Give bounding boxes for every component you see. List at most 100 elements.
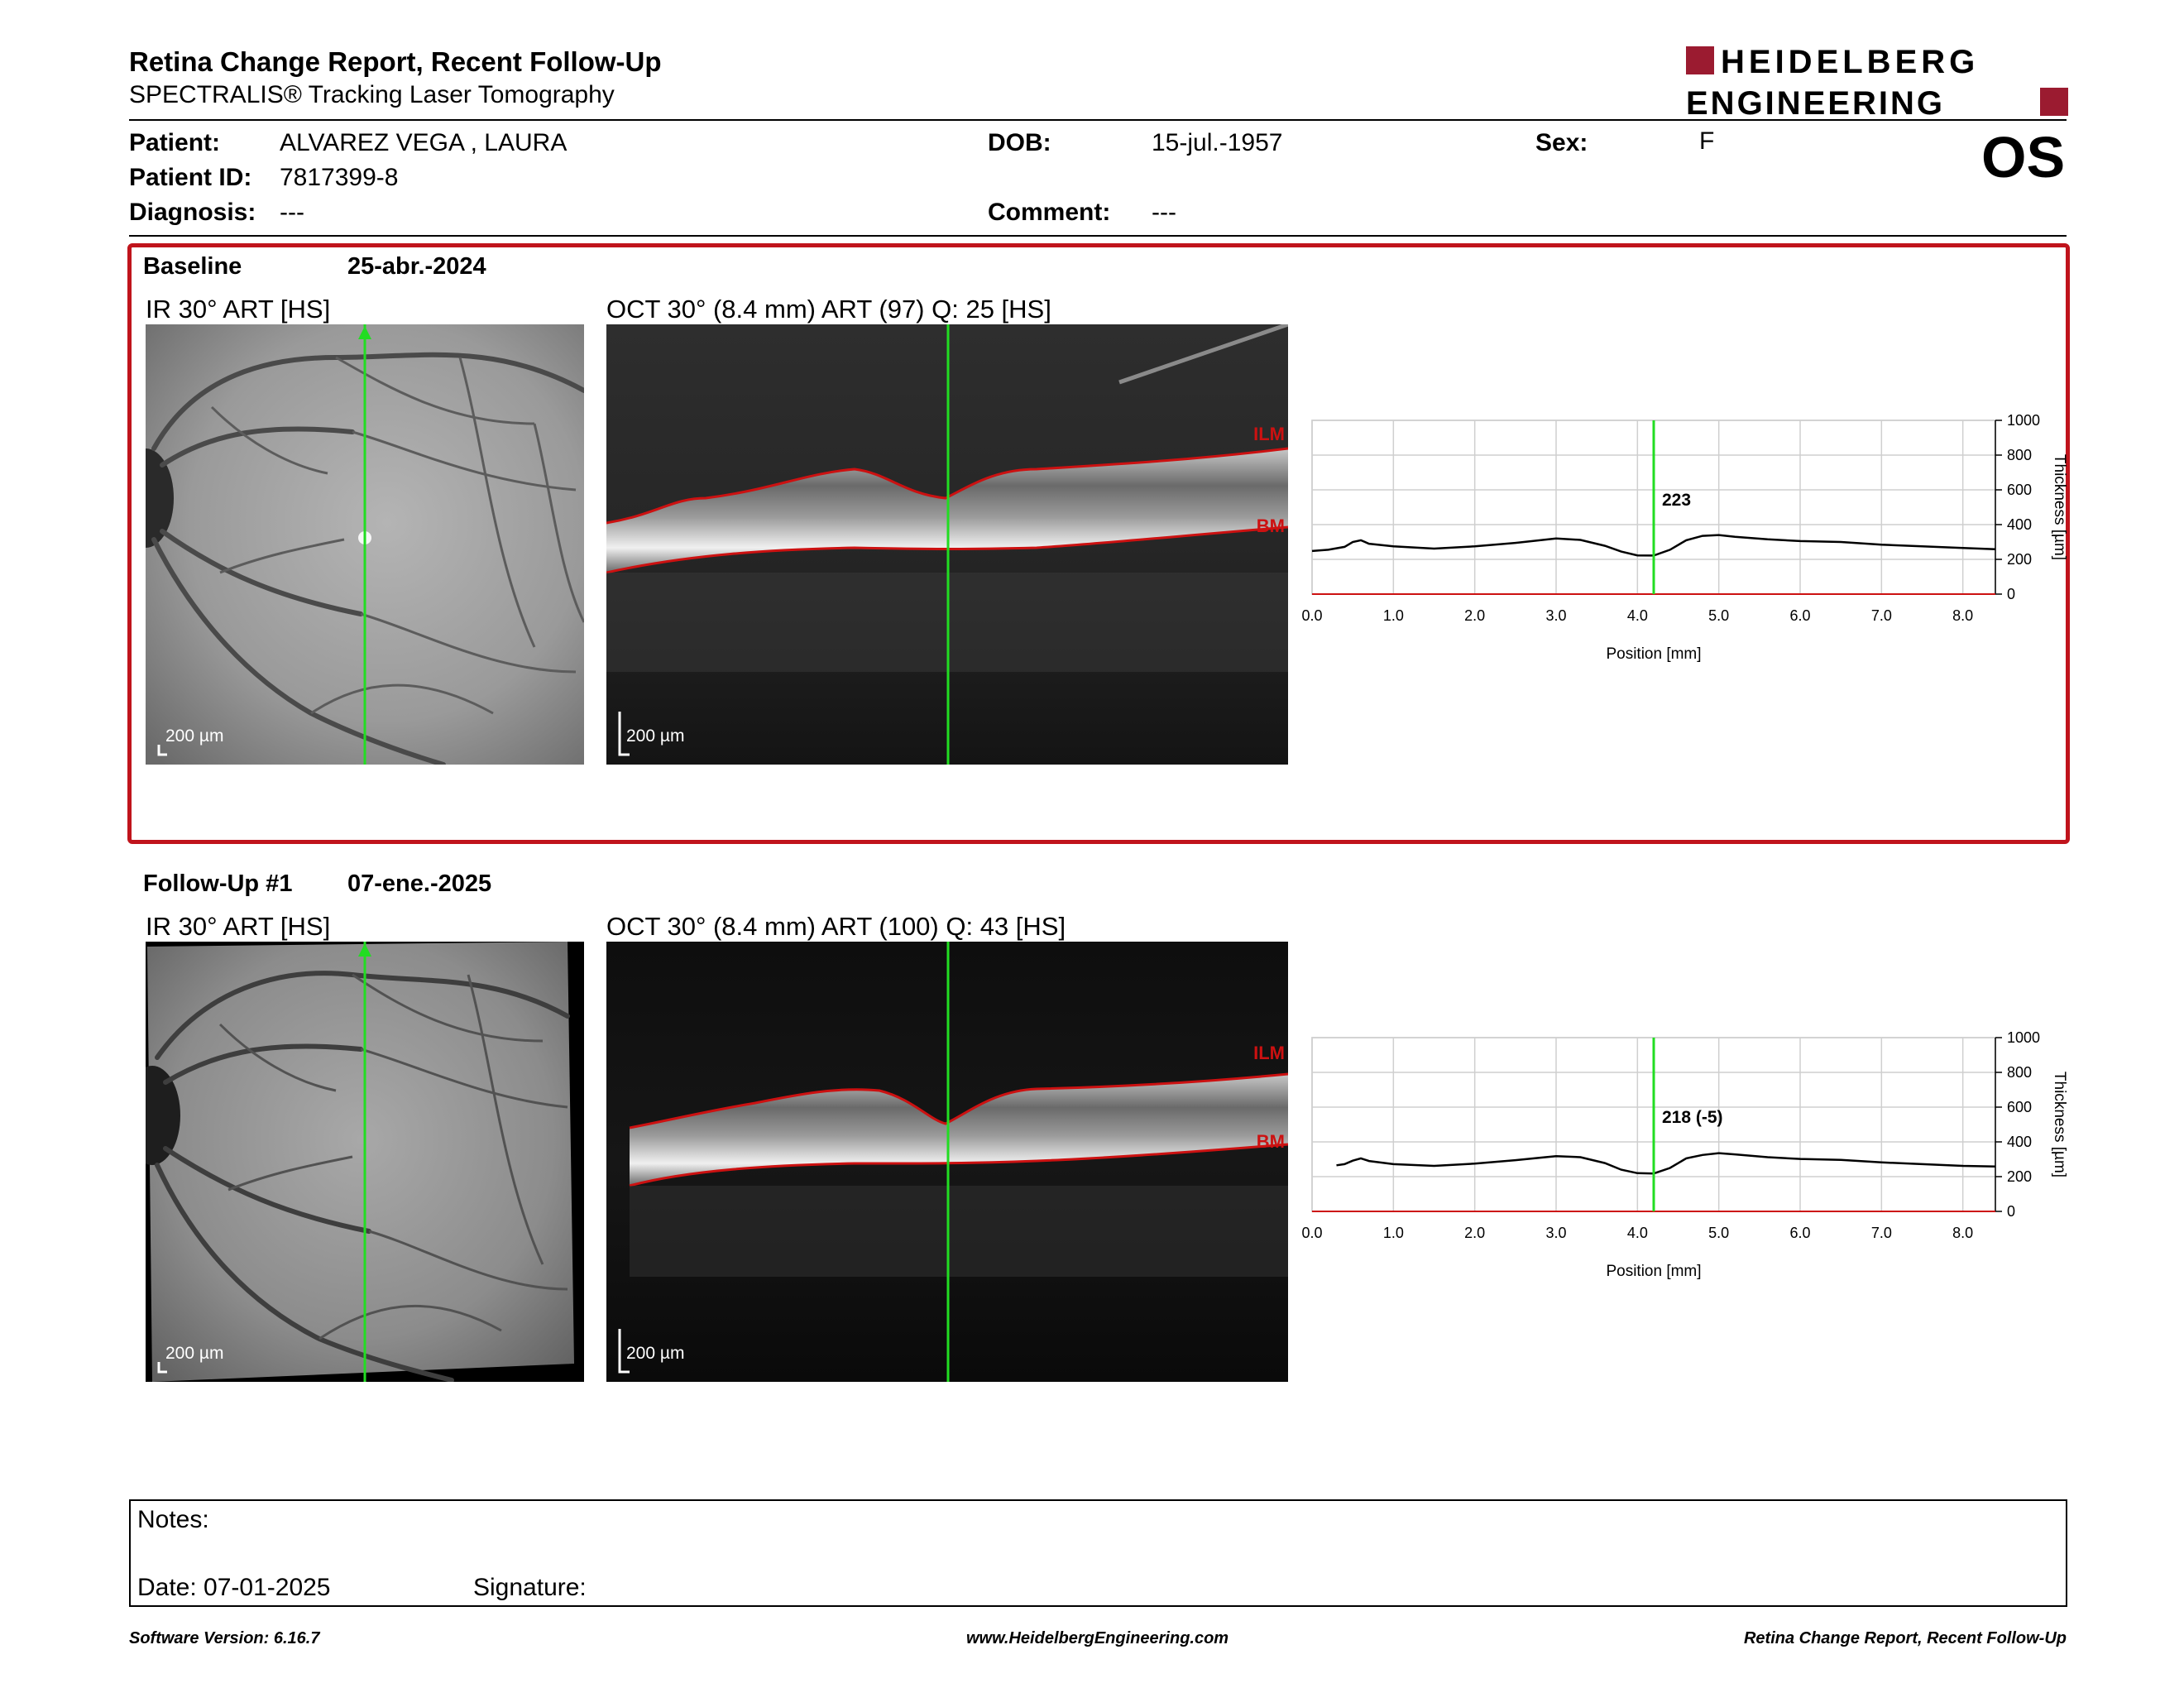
x-tick-label: 6.0 xyxy=(1789,607,1810,624)
comment-value: --- xyxy=(1152,199,1176,226)
sex-value: F xyxy=(1699,127,1715,155)
patient-name: ALVAREZ VEGA , LAURA xyxy=(280,129,568,156)
scan-direction-arrow xyxy=(358,943,371,957)
x-tick-label: 2.0 xyxy=(1464,607,1485,624)
x-tick-label: 6.0 xyxy=(1789,1225,1810,1241)
exam-label: Baseline xyxy=(143,253,242,280)
baseline-exam-box xyxy=(127,243,2070,844)
x-tick-label: 1.0 xyxy=(1383,607,1404,624)
ilm-segmentation-line xyxy=(606,447,1288,525)
y-tick-label: 800 xyxy=(2007,1064,2032,1081)
y-tick-label: 0 xyxy=(2007,586,2015,602)
x-tick-label: 5.0 xyxy=(1708,1225,1729,1241)
x-tick-label: 0.0 xyxy=(1302,607,1323,624)
ir-fundus-image[interactable]: 200 µm xyxy=(146,324,584,765)
oct-bscan-image[interactable]: ILM BM 200 µm xyxy=(606,324,1288,765)
notes-label: Notes: xyxy=(137,1506,209,1533)
ilm-label: ILM xyxy=(1253,1043,1285,1063)
bm-segmentation-line xyxy=(629,1143,1288,1187)
thickness-series-line xyxy=(1311,534,1996,557)
position-marker-value: 218 (-5) xyxy=(1662,1108,1723,1127)
exam-date: 07-ene.-2025 xyxy=(347,870,492,897)
position-marker-value: 223 xyxy=(1662,491,1691,510)
report-subtitle: SPECTRALIS® Tracking Laser Tomography xyxy=(129,81,615,108)
x-axis-label: Position [mm] xyxy=(1606,645,1701,663)
ir-fundus-image[interactable]: 200 µm xyxy=(146,942,584,1382)
notes-date: Date: 07-01-2025 xyxy=(137,1574,331,1601)
y-axis-label: Thickness [µm] xyxy=(2051,454,2068,560)
logo-text-line1: HEIDELBERG xyxy=(1721,45,1979,80)
x-tick-label: 8.0 xyxy=(1952,1225,1973,1241)
y-tick-label: 400 xyxy=(2007,1134,2032,1150)
vitreous-floater xyxy=(1118,324,1288,385)
retina-layers xyxy=(630,1074,1288,1186)
ir-image-title: IR 30° ART [HS] xyxy=(146,912,331,941)
oct-scale-label: 200 µm xyxy=(626,727,684,746)
report-title: Retina Change Report, Recent Follow-Up xyxy=(129,46,662,77)
dob-label: DOB: xyxy=(988,129,1051,156)
ir-scale-label: 200 µm xyxy=(165,727,223,746)
x-tick-label: 1.0 xyxy=(1383,1225,1404,1241)
eye-indicator: OS xyxy=(1981,125,2066,189)
y-tick-label: 1000 xyxy=(2007,1029,2040,1046)
ir-scale-label: 200 µm xyxy=(165,1344,223,1363)
choroid xyxy=(630,1186,1288,1277)
header-rule xyxy=(129,119,2067,121)
logo-square-bottom xyxy=(2040,88,2068,116)
patient-rule xyxy=(129,235,2067,237)
y-tick-label: 0 xyxy=(2007,1203,2015,1220)
y-tick-label: 400 xyxy=(2007,516,2032,533)
footer-website[interactable]: www.HeidelbergEngineering.com xyxy=(966,1629,1229,1647)
patient-id: 7817399-8 xyxy=(280,164,399,191)
exam-label: Follow-Up #1 xyxy=(143,870,293,897)
oct-scale-label: 200 µm xyxy=(626,1344,684,1363)
ilm-segmentation-line xyxy=(629,1072,1288,1129)
y-tick-label: 600 xyxy=(2007,1099,2032,1115)
y-tick-label: 1000 xyxy=(2007,412,2040,429)
x-axis-label: Position [mm] xyxy=(1606,1263,1701,1280)
sex-label: Sex: xyxy=(1535,129,1588,156)
x-tick-label: 5.0 xyxy=(1708,607,1729,624)
y-tick-label: 800 xyxy=(2007,447,2032,463)
signature-label: Signature: xyxy=(473,1574,587,1601)
y-tick-label: 200 xyxy=(2007,1168,2032,1185)
dob-value: 15-jul.-1957 xyxy=(1152,129,1283,156)
diagnosis-label: Diagnosis: xyxy=(129,199,256,226)
x-tick-label: 2.0 xyxy=(1464,1225,1485,1241)
scale-bar xyxy=(157,1362,167,1374)
x-tick-label: 4.0 xyxy=(1627,1225,1648,1241)
thickness-chart: 0.0 1.0 2.0 3.0 4.0 5.0 6.0 7.0 8.0 0 200 400 600 800… xyxy=(1302,412,2068,663)
scale-bar xyxy=(618,712,630,756)
scan-direction-arrow xyxy=(358,326,371,339)
x-tick-label: 4.0 xyxy=(1627,607,1648,624)
thickness-chart: 0.0 1.0 2.0 3.0 4.0 5.0 6.0 7.0 8.0 0 200 400 600 800… xyxy=(1302,1029,2068,1280)
logo-square-top xyxy=(1686,46,1714,74)
x-tick-label: 7.0 xyxy=(1871,1225,1892,1241)
y-tick-label: 200 xyxy=(2007,551,2032,568)
optic-disc xyxy=(146,1066,180,1165)
x-tick-label: 3.0 xyxy=(1545,1225,1566,1241)
optic-disc xyxy=(146,448,174,548)
ilm-label: ILM xyxy=(1253,424,1285,444)
bm-segmentation-line xyxy=(606,525,1288,574)
oct-image-title: OCT 30° (8.4 mm) ART (100) Q: 43 [HS] xyxy=(606,912,1066,941)
heidelberg-logo: HEIDELBERG ENGINEERING xyxy=(1686,45,2068,117)
scale-bar xyxy=(157,745,167,756)
x-tick-label: 7.0 xyxy=(1871,607,1892,624)
oct-bscan-image[interactable]: ILM BM 200 µm xyxy=(606,942,1288,1382)
x-tick-label: 3.0 xyxy=(1545,607,1566,624)
x-tick-label: 0.0 xyxy=(1302,1225,1323,1241)
logo-text-line2: ENGINEERING xyxy=(1686,85,1945,117)
x-tick-label: 8.0 xyxy=(1952,607,1973,624)
notes-box[interactable]: Notes: Date: 07-01-2025 Signature: xyxy=(129,1499,2067,1607)
comment-label: Comment: xyxy=(988,199,1111,226)
bm-label: BM xyxy=(1257,516,1285,536)
bm-label: BM xyxy=(1257,1131,1285,1152)
diagnosis-value: --- xyxy=(280,199,304,226)
y-axis-label: Thickness [µm] xyxy=(2051,1072,2068,1177)
footer-software-version: Software Version: 6.16.7 xyxy=(129,1629,320,1647)
small-vessels xyxy=(218,973,568,1340)
ir-image-title: IR 30° ART [HS] xyxy=(146,295,331,324)
y-tick-label: 600 xyxy=(2007,482,2032,498)
oct-image-title: OCT 30° (8.4 mm) ART (97) Q: 25 [HS] xyxy=(606,295,1051,324)
